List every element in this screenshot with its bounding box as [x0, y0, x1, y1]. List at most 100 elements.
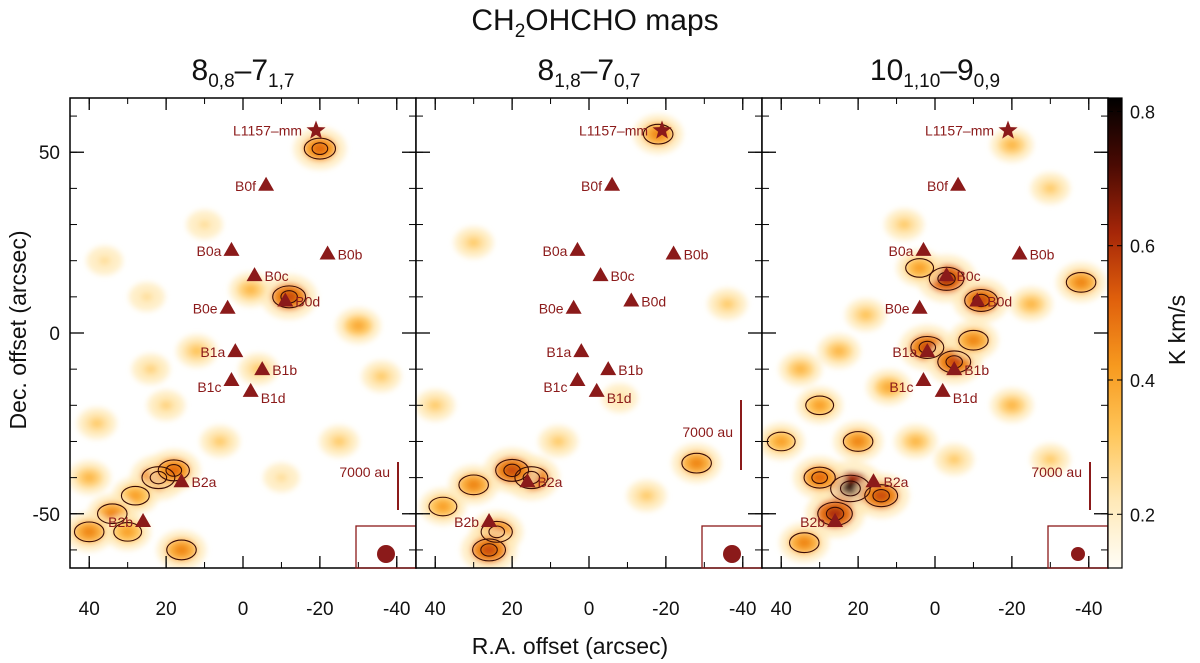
colorbar-tick-label: 0.8: [1130, 102, 1155, 122]
emission-blob-peak: [480, 543, 498, 557]
panels: 40 20 0 -20 -40 50 0 -50 L1157–mm B0f B0a B0b B0c B0d…: [33, 97, 1109, 620]
emission-blob-peak: [351, 320, 366, 332]
emission-blob-peak: [120, 526, 136, 538]
x-axis-label: R.A. offset (arcsec): [472, 633, 668, 659]
triangle-marker: [592, 267, 609, 282]
star-marker: [306, 120, 326, 139]
source-label: B2b: [454, 514, 479, 530]
source-b0a: B0a: [197, 241, 240, 259]
source-b0c: B0c: [246, 267, 289, 284]
triangle-marker: [946, 361, 963, 376]
emission-blob-peak: [190, 346, 204, 356]
source-label: L1157–mm: [579, 123, 648, 139]
emission-blob-peak: [965, 334, 982, 347]
emission-blob-peak: [81, 525, 98, 538]
source-l1157mm: L1157–mm: [233, 120, 326, 139]
y-tick-label: 50: [39, 143, 60, 164]
triangle-marker: [665, 245, 682, 260]
source-label: B1c: [197, 379, 221, 395]
contour: [166, 539, 197, 561]
source-b0f: B0f: [581, 176, 621, 194]
source-b2a: B2a: [173, 473, 217, 490]
emission-blob-peak: [90, 418, 104, 429]
source-b1b: B1b: [600, 361, 643, 378]
emission-blob-peak: [435, 501, 451, 513]
source-b0e: B0e: [539, 299, 582, 317]
source-b1a: B1a: [200, 343, 244, 360]
source-label: B0e: [885, 301, 910, 317]
triangle-marker: [919, 343, 936, 358]
source-b0f: B0f: [927, 176, 967, 194]
triangle-marker: [950, 176, 967, 191]
x-tick-label: 20: [156, 599, 177, 620]
source-b1d: B1d: [934, 382, 978, 406]
source-label: B1b: [964, 362, 989, 378]
source-b1c: B1c: [543, 372, 586, 395]
x-tick-label: -20: [652, 599, 679, 620]
source-b0c: B0c: [938, 267, 981, 284]
x-tick-label: 20: [502, 599, 523, 620]
panel-1: 40 20 0 -20 -40 50 0 -50 L1157–mm B0f B0a B0b B0c B0d…: [33, 97, 417, 620]
contour: [805, 395, 835, 416]
emission-blob-peak: [144, 364, 157, 374]
contour: [458, 474, 489, 496]
contour: [120, 485, 150, 506]
source-label: B0f: [235, 178, 256, 194]
source-label: B1d: [261, 390, 286, 406]
emission-blob-peak: [375, 371, 388, 382]
triangle-marker: [588, 382, 605, 397]
source-b1c: B1c: [197, 372, 240, 395]
contour: [514, 466, 549, 490]
panel-title: 81,8–70,7: [538, 54, 641, 92]
contour: [311, 142, 329, 156]
emission-blob-peak: [428, 400, 442, 411]
source-label: B0c: [265, 268, 289, 284]
triangle-marker: [135, 513, 152, 527]
colorbar-tick-label: 0.2: [1130, 505, 1155, 525]
source-label: B0a: [197, 243, 222, 259]
source-b0d: B0d: [277, 292, 320, 309]
triangle-marker: [173, 473, 190, 488]
triangle-marker: [911, 299, 928, 314]
contour: [73, 521, 105, 543]
source-label: B1c: [889, 379, 913, 395]
triangle-marker: [1011, 245, 1028, 260]
source-label: B0e: [193, 301, 218, 317]
contour: [842, 431, 874, 452]
triangle-marker: [934, 382, 951, 397]
emission-blob-peak: [275, 473, 288, 482]
contour: [830, 474, 871, 503]
source-b0e: B0e: [885, 299, 928, 317]
source-label: B1a: [200, 344, 225, 360]
triangle-marker: [604, 176, 621, 191]
x-tick-label: 40: [79, 599, 100, 620]
source-label: B0d: [295, 293, 320, 309]
contour: [958, 329, 989, 351]
source-label: B1b: [272, 362, 297, 378]
source-label: B2b: [108, 514, 133, 530]
triangle-marker: [277, 292, 294, 307]
y-axis-label: Dec. offset (arcsec): [5, 231, 31, 430]
triangle-marker: [600, 361, 617, 376]
x-tick-label: 0: [930, 599, 941, 620]
source-label: B1d: [607, 390, 632, 406]
emission-blob-peak: [159, 400, 173, 410]
contour: [272, 285, 307, 309]
source-label: B1a: [546, 344, 571, 360]
source-label: B1b: [618, 362, 643, 378]
source-label: B0b: [338, 246, 363, 262]
panel-title: 101,10–90,9: [870, 54, 1000, 92]
source-label: B1c: [543, 379, 567, 395]
emission-blob-peak: [850, 435, 866, 448]
source-b0b: B0b: [1011, 245, 1055, 262]
emission-blob-peak: [141, 292, 153, 302]
source-b0f: B0f: [235, 176, 275, 194]
contour: [480, 520, 513, 543]
emission-blob-peak: [551, 436, 565, 447]
emission-blob-peak: [332, 436, 346, 447]
emission-blob-peak: [908, 436, 923, 447]
triangle-marker: [915, 372, 932, 386]
source-b2a: B2a: [519, 473, 563, 490]
source-label: B0c: [957, 268, 981, 284]
